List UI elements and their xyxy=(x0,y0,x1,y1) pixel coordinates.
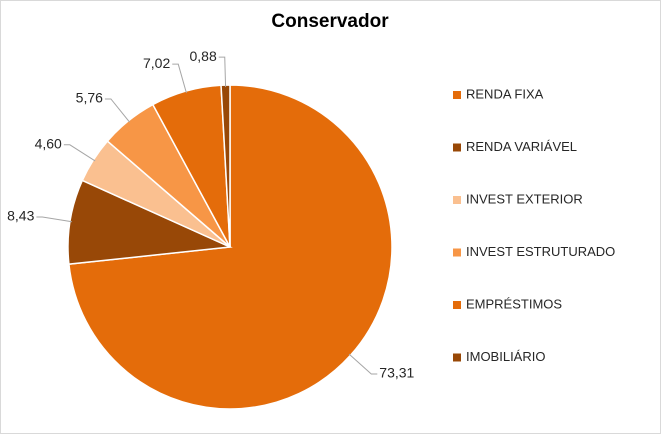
chart-title: Conservador xyxy=(271,11,389,32)
legend-label: IMOBILIÁRIO xyxy=(466,349,545,364)
legend-swatch xyxy=(453,196,461,204)
leader-line xyxy=(104,98,131,123)
legend-label: EMPRÉSTIMOS xyxy=(466,296,562,311)
data-label: 4,60 xyxy=(35,135,62,151)
legend-swatch xyxy=(453,248,461,257)
legend-swatch xyxy=(453,143,461,152)
leader-line xyxy=(172,63,187,94)
leader-line xyxy=(63,144,96,162)
leader-line xyxy=(348,353,378,375)
legend-label: RENDA VARIÁVEL xyxy=(466,139,577,154)
data-label: 0,88 xyxy=(189,48,216,64)
data-label: 7,02 xyxy=(143,55,170,71)
legend-swatch xyxy=(453,353,461,362)
legend-swatch xyxy=(453,91,461,99)
legend-label: RENDA FIXA xyxy=(466,86,544,101)
data-label: 8,43 xyxy=(7,208,34,224)
leader-line xyxy=(218,56,227,88)
data-label: 73,31 xyxy=(379,365,414,381)
legend-label: INVEST EXTERIOR xyxy=(466,191,583,206)
legend-label: INVEST ESTRUTURADO xyxy=(466,244,615,259)
legend-swatch xyxy=(453,301,461,309)
leader-line xyxy=(36,216,73,223)
data-label: 5,76 xyxy=(76,90,103,106)
